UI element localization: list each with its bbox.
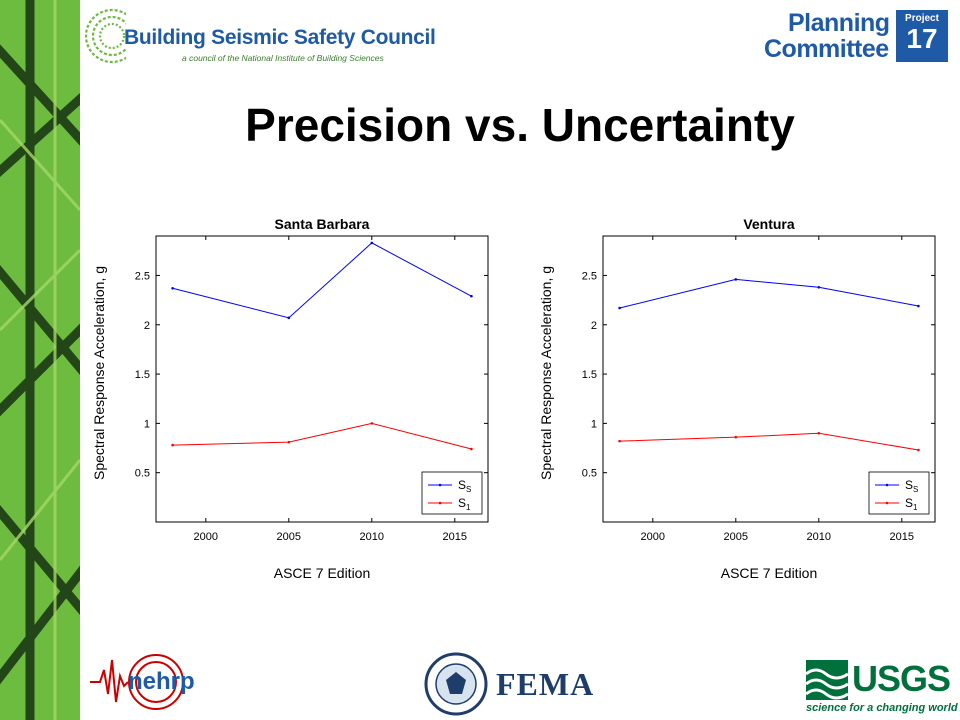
chart-1-xtick-label: 2000 (641, 531, 665, 543)
slide-title: Precision vs. Uncertainty (245, 99, 795, 151)
chart-svg-ventura: Ventura 0.5 1 1.5 2 2.5 2000 2005 2010 2015 ASCE 7… (538, 216, 936, 581)
usgs-wordmark: USGS (852, 658, 951, 699)
chart-0-series-1-point (171, 443, 174, 447)
chart-0-series-0-point (470, 294, 473, 298)
chart-1-legend-subscript: 1 (913, 503, 918, 512)
chart-0-xtick-label: 2000 (194, 531, 218, 543)
chart-0-xlabel: ASCE 7 Edition (274, 565, 371, 581)
fema-wordmark: FEMA (496, 666, 595, 702)
chart-1-series-0-point (618, 306, 621, 310)
chart-0-series-line-0 (172, 242, 472, 319)
chart-1-legend-box (868, 471, 930, 515)
chart-0-title: Santa Barbara (275, 216, 370, 232)
usgs-tagline: science for a changing world (806, 702, 958, 714)
chart-0-ylabel: Spectral Response Acceleration, g (91, 266, 107, 480)
chart-0-series-0-point (287, 316, 291, 320)
side-decoration (0, 0, 80, 720)
org-tagline: a council of the National Institute of B… (182, 53, 384, 63)
project-label: Project (905, 13, 939, 24)
chart-0-series-1-point (287, 440, 291, 444)
chart-0-xtick-label: 2015 (443, 531, 467, 543)
chart-1-ytick-label: 2 (591, 320, 597, 332)
chart-1-series-0-point (734, 278, 738, 281)
planning-committee-logo: Planning Committee Project 17 (760, 8, 950, 70)
chart-1-series-line-0 (619, 278, 919, 309)
chart-1-xtick-label: 2010 (807, 531, 831, 543)
chart-1-series-1-point (917, 448, 920, 452)
chart-svg-santa-barbara: Santa Barbara 0.5 1 1.5 2 2.5 2000 2005 2010 2015… (91, 216, 489, 581)
chart-1-ytick-label: 1.5 (582, 369, 597, 381)
dhs-seal-icon (424, 652, 488, 716)
nehrp-wordmark: nehrp (128, 668, 195, 695)
chart-1-xtick-label: 2005 (724, 531, 748, 543)
chart-1-legend-marker (885, 483, 889, 487)
fema-logo: FEMA (424, 652, 604, 716)
usgs-wave-icon (806, 660, 848, 700)
chart-1-series-line-1 (619, 432, 919, 451)
chart-0-series-0-point (370, 241, 374, 245)
chart-0-ytick-label: 1.5 (135, 369, 150, 381)
chart-santa-barbara: Santa Barbara 0.5 1 1.5 2 2.5 2000 2005 2010 2015… (88, 200, 508, 605)
committee-line1: Planning (788, 9, 890, 37)
project-number: 17 (906, 23, 938, 54)
chart-0-ytick-label: 0.5 (135, 468, 150, 480)
bssc-swirl-icon (84, 8, 126, 64)
nehrp-logo: nehrp (90, 646, 220, 712)
usgs-logo: USGS science for a changing world (806, 658, 958, 716)
chart-1-ytick-label: 0.5 (582, 468, 597, 480)
chart-0-legend-marker (438, 483, 442, 487)
chart-0-series-1-point (470, 447, 473, 451)
chart-1-series-0-point (817, 285, 821, 289)
chart-1-ytick-label: 1 (591, 418, 597, 430)
chart-0-ytick-label: 1 (144, 418, 150, 430)
chart-1-xtick-label: 2015 (890, 531, 914, 543)
chart-0-ytick-label: 2 (144, 320, 150, 332)
bssc-logo: Building Seismic Safety Council a counci… (82, 2, 436, 70)
chart-1-series-1-point (734, 435, 738, 439)
chart-ventura: Ventura 0.5 1 1.5 2 2.5 2000 2005 2010 2015 ASCE 7… (535, 200, 955, 605)
chart-0-legend-subscript: 1 (466, 503, 471, 512)
nehrp-seismic-icon (90, 654, 184, 710)
chart-1-series-0-point (917, 304, 920, 308)
chart-1-legend-marker (885, 501, 889, 505)
chart-1-series-1-point (618, 439, 621, 443)
chart-1-ylabel: Spectral Response Acceleration, g (538, 266, 554, 480)
chart-1-xlabel: ASCE 7 Edition (721, 565, 818, 581)
chart-0-series-line-1 (172, 422, 472, 450)
chart-0-legend-box (421, 471, 483, 515)
chart-0-xtick-label: 2010 (360, 531, 384, 543)
chart-1-series-1-point (817, 431, 821, 435)
committee-line2: Committee (764, 35, 889, 63)
chart-0-legend-subscript: S (466, 485, 471, 494)
chart-1-legend-subscript: S (913, 485, 918, 494)
chart-1-title: Ventura (743, 216, 795, 232)
chart-1-ytick-label: 2.5 (582, 270, 597, 282)
chart-0-series-0-point (171, 286, 174, 290)
project-badge: Project 17 (896, 10, 948, 62)
chart-0-xtick-label: 2005 (277, 531, 301, 543)
chart-0-series-1-point (370, 422, 374, 425)
chart-0-legend-marker (438, 501, 442, 505)
chart-0-ytick-label: 2.5 (135, 270, 150, 282)
org-name: Building Seismic Safety Council (124, 26, 436, 49)
